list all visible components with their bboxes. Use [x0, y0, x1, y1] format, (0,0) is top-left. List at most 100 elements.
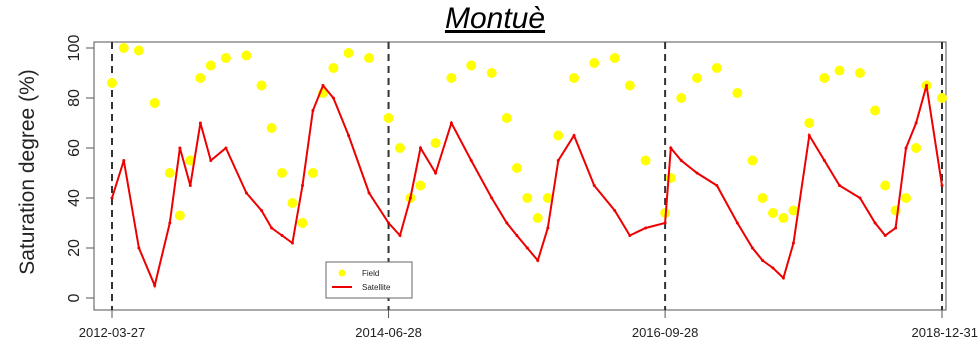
field-point	[343, 48, 354, 58]
satellite-point	[914, 121, 918, 125]
satellite-point	[750, 246, 754, 250]
field-point	[819, 73, 830, 83]
series-line	[111, 83, 943, 289]
field-point	[501, 113, 512, 123]
series-satellite	[110, 83, 944, 289]
series-field	[107, 43, 947, 228]
field-point	[277, 168, 288, 178]
field-point	[834, 65, 845, 76]
satellite-point	[490, 196, 494, 200]
field-point	[532, 213, 543, 223]
x-axis: 2012-03-27 2014-06-28 2016-09-28 2018-12-31	[79, 310, 978, 340]
field-point	[328, 63, 339, 73]
satellite-point	[679, 159, 683, 162]
field-point	[287, 198, 298, 208]
field-point	[804, 118, 815, 128]
satellite-point	[613, 209, 617, 212]
y-tick-label: 100	[66, 35, 83, 62]
satellite-point	[122, 159, 126, 162]
field-point	[164, 168, 175, 178]
field-point	[855, 68, 866, 78]
field-point	[266, 123, 277, 133]
legend-box	[325, 261, 413, 299]
satellite-point	[536, 259, 540, 262]
satellite-point	[270, 226, 274, 230]
satellite-point	[894, 226, 898, 230]
satellite-point	[858, 196, 862, 200]
field-point	[778, 213, 789, 223]
satellite-point	[153, 284, 157, 287]
field-point	[133, 45, 144, 56]
satellite-point	[761, 259, 765, 262]
satellite-point	[311, 109, 315, 112]
satellite-point	[663, 221, 667, 225]
field-point	[466, 60, 477, 71]
satellite-point	[290, 241, 294, 245]
satellite-point	[791, 241, 795, 245]
field-point	[676, 93, 687, 103]
x-tick-label: 2018-12-31	[912, 325, 979, 340]
satellite-point	[572, 134, 576, 137]
satellite-point	[546, 226, 550, 230]
satellite-point	[301, 184, 305, 187]
field-point	[149, 98, 160, 108]
satellite-point	[873, 221, 877, 225]
reference-lines	[111, 42, 943, 310]
satellite-point	[387, 221, 391, 225]
field-point	[937, 93, 947, 103]
field-point	[220, 53, 231, 63]
satellite-point	[940, 184, 944, 187]
field-point	[185, 155, 196, 166]
field-point	[880, 180, 891, 191]
field-point	[394, 143, 405, 153]
satellite-point	[644, 226, 648, 230]
satellite-point	[715, 184, 719, 187]
field-point	[430, 138, 441, 148]
satellite-point	[198, 121, 202, 125]
satellite-point	[807, 134, 811, 137]
field-point	[364, 53, 375, 63]
satellite-point	[188, 184, 192, 187]
field-point	[569, 73, 580, 83]
satellite-point	[669, 146, 673, 150]
satellite-point	[418, 146, 422, 150]
satellite-point	[771, 266, 775, 270]
satellite-point	[137, 246, 141, 250]
field-point	[297, 218, 308, 228]
satellite-point	[556, 159, 560, 162]
field-point	[757, 193, 768, 203]
field-point	[241, 50, 252, 61]
field-point	[256, 80, 267, 91]
satellite-point	[883, 234, 887, 237]
satellite-point	[904, 146, 908, 150]
satellite-point	[469, 159, 473, 162]
y-axis-title: Saturation degree (%)	[16, 69, 39, 274]
x-tick-label: 2016-09-28	[632, 325, 699, 340]
satellite-point	[781, 276, 785, 280]
satellite-point	[244, 191, 248, 195]
series-layer	[107, 43, 947, 289]
legend-label-satellite: Satellite	[362, 283, 391, 292]
field-point	[901, 193, 912, 203]
field-point	[732, 88, 743, 98]
field-point	[553, 130, 564, 141]
satellite-point	[367, 191, 371, 195]
field-point	[609, 53, 620, 63]
field-point	[195, 73, 206, 83]
satellite-point	[449, 121, 453, 125]
field-point	[640, 155, 651, 166]
satellite-point	[925, 84, 929, 87]
satellite-point	[168, 221, 172, 225]
satellite-point	[822, 159, 826, 162]
x-tick-label: 2012-03-27	[79, 325, 146, 340]
satellite-point	[505, 221, 509, 225]
satellite-point	[209, 159, 213, 162]
field-point	[511, 163, 522, 173]
field-point	[107, 78, 117, 88]
satellite-point	[110, 196, 114, 200]
field-point	[589, 58, 600, 68]
chart-title: Montuè	[444, 2, 546, 35]
satellite-point	[515, 234, 519, 237]
field-point	[118, 43, 129, 53]
